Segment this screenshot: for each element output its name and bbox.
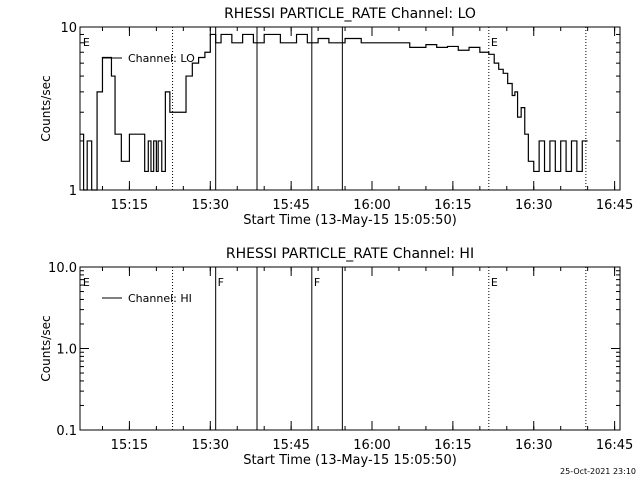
panel-2-event-marker-label: E xyxy=(83,276,90,289)
panel-1-x-tick-label: 16:30 xyxy=(515,198,552,213)
panel-2-x-tick-label: 16:30 xyxy=(515,438,552,453)
panel-1-event-marker-label: E xyxy=(83,36,90,49)
panel-1-x-tick-label: 15:45 xyxy=(272,198,309,213)
panel-1-x-tick-label: 16:15 xyxy=(434,198,471,213)
panel-2-title: RHESSI PARTICLE_RATE Channel: HI xyxy=(226,246,474,262)
panel-2-x-tick-label: 15:30 xyxy=(192,438,229,453)
panel-1-series-line xyxy=(80,33,588,191)
panel-2-y-tick-label: 1.0 xyxy=(56,343,77,358)
panel-1-x-tick-label: 15:30 xyxy=(192,198,229,213)
panel-2-y-axis-label: Counts/sec xyxy=(39,315,53,381)
panel-1-frame xyxy=(79,26,621,191)
panel-2-x-axis-label: Start Time (13-May-15 15:05:50) xyxy=(243,453,457,468)
panel-1-x-tick-label: 16:00 xyxy=(353,198,390,213)
panel-2-y-tick-label: 0.1 xyxy=(56,424,77,439)
panel-2-x-tick-label: 16:00 xyxy=(353,438,390,453)
panel-1-y-tick-label: 1 xyxy=(69,184,77,199)
panel-2-event-marker-label: F xyxy=(218,276,224,289)
panel-2-x-tick-label: 15:45 xyxy=(272,438,309,453)
panel-1-y-tick-label: 10 xyxy=(60,21,77,36)
panel-1-legend-label: Channel: LO xyxy=(128,52,195,65)
panel-1-x-tick-label: 15:15 xyxy=(111,198,148,213)
panel-2-x-tick-label: 15:15 xyxy=(111,438,148,453)
panel-2-legend-label: Channel: HI xyxy=(128,292,192,305)
panel-1-x-tick-label: 16:45 xyxy=(596,198,633,213)
panel-1-x-axis-label: Start Time (13-May-15 15:05:50) xyxy=(243,213,457,228)
panel-2-x-tick-label: 16:15 xyxy=(434,438,471,453)
panel-2-event-marker-label: F xyxy=(314,276,320,289)
panel-1-event-marker-label: E xyxy=(491,36,498,49)
panel-2-y-tick-label: 10.0 xyxy=(48,261,77,276)
footer-timestamp: 25-Oct-2021 23:10 xyxy=(560,467,636,476)
panel-1-y-axis-label: Counts/sec xyxy=(39,75,53,141)
panel-2-x-tick-label: 16:45 xyxy=(596,438,633,453)
panel-1-title: RHESSI PARTICLE_RATE Channel: LO xyxy=(224,6,476,22)
panel-2-event-marker-label: E xyxy=(491,276,498,289)
